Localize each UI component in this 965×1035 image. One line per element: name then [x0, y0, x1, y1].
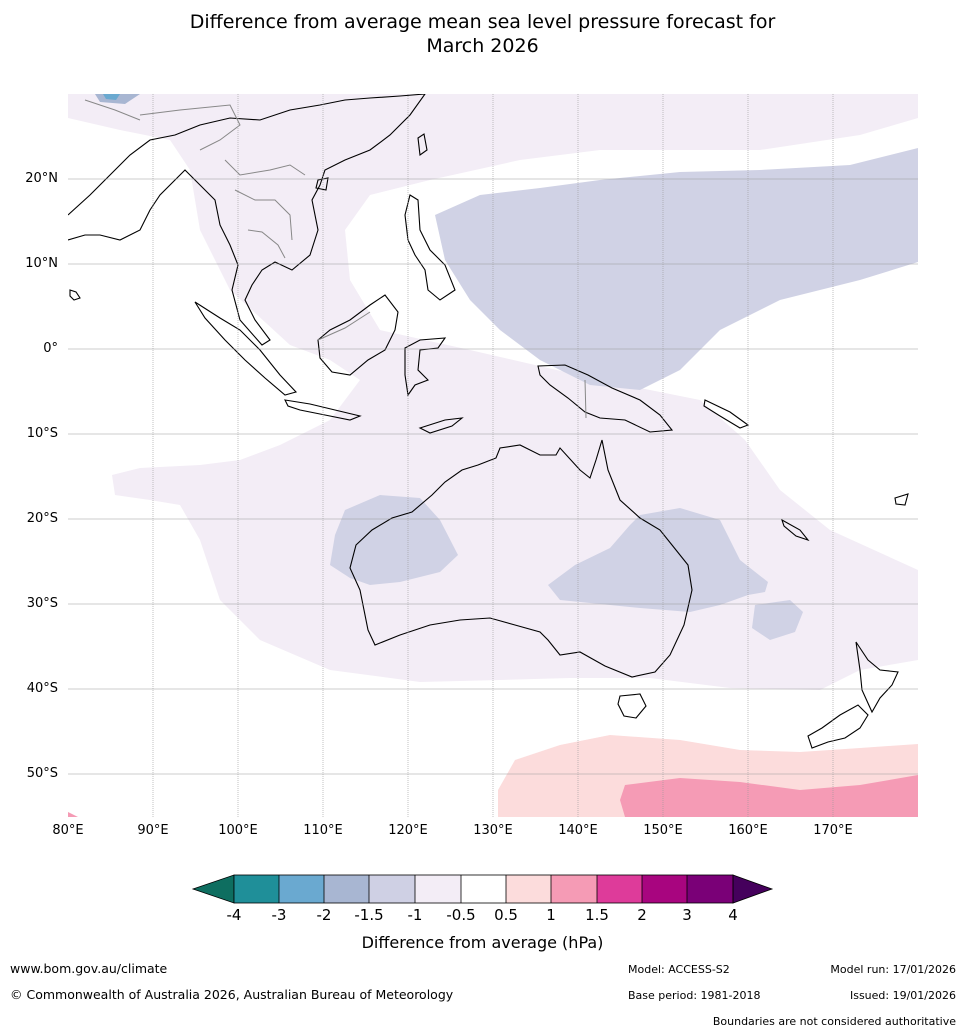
colorbar-bin [506, 875, 551, 903]
lon-label: 110°E [303, 823, 343, 838]
anomaly-tropical-west-pacific [435, 148, 918, 390]
colorbar-tick: -4 [226, 906, 242, 924]
map-plot-area [68, 94, 918, 817]
copyright-text: © Commonwealth of Australia 2026, Austra… [10, 987, 454, 1002]
anomaly-southern-ocean-strong-high [620, 775, 918, 817]
issued-date: Issued: 19/01/2026 [849, 989, 956, 1002]
lon-label: 170°E [813, 823, 853, 838]
coast-fiji [894, 493, 909, 506]
coast-taiwan [417, 133, 428, 156]
lon-label: 80°E [52, 823, 84, 838]
coast-java [284, 399, 362, 421]
model-run: Model run: 17/01/2026 [830, 963, 956, 976]
coast-nz-south [807, 704, 869, 749]
anomaly-southwest-corner [68, 812, 78, 817]
colorbar-tick: 3 [682, 906, 692, 924]
coast-borneo [317, 294, 399, 376]
colorbar-extend-low [191, 874, 235, 904]
colorbar-tick: -2 [316, 906, 332, 924]
colorbar-bin [369, 875, 415, 903]
website-link[interactable]: www.bom.gov.au/climate [10, 961, 168, 976]
coast-sri-lanka [69, 289, 81, 301]
colorbar-bin [279, 875, 324, 903]
model-name: Model: ACCESS-S2 [628, 963, 730, 976]
colorbar-tick: 4 [728, 906, 738, 924]
colorbar-extend-high [732, 874, 774, 904]
coast-tasmania [617, 693, 647, 719]
coast-new-caledonia [781, 518, 810, 542]
colorbar-title: Difference from average (hPa) [361, 933, 604, 952]
lon-label: 160°E [728, 823, 768, 838]
coast-hainan [315, 177, 329, 191]
colorbar-tick: -0.5 [446, 906, 476, 924]
colorbar-bin [551, 875, 597, 903]
coast-sumatra [194, 301, 298, 396]
coast-nz-north [855, 641, 899, 714]
base-period: Base period: 1981-2018 [628, 989, 761, 1002]
anomaly-northwest-core [103, 94, 120, 100]
lon-label: 120°E [388, 823, 428, 838]
coast-new-guinea [537, 364, 674, 433]
coast-solomons [703, 399, 750, 429]
title-line-2: March 2026 [426, 35, 539, 57]
lat-label: 0° [43, 341, 58, 356]
lon-label: 130°E [473, 823, 513, 838]
graticule [68, 94, 918, 817]
colorbar-bin [324, 875, 369, 903]
colorbar-bin [597, 875, 642, 903]
coastlines [68, 94, 909, 749]
colorbar-tick: 2 [637, 906, 647, 924]
coast-timor [418, 417, 464, 434]
anomaly-tasman-low [752, 600, 803, 640]
anomaly-eastern-australia [548, 508, 768, 612]
colorbar-bin [687, 875, 733, 903]
colorbar-bin [234, 875, 279, 903]
lon-label: 140°E [558, 823, 598, 838]
lat-label: 10°S [26, 426, 58, 441]
colorbar [191, 874, 774, 904]
lat-label: 40°S [26, 681, 58, 696]
lat-label: 30°S [26, 596, 58, 611]
lat-label: 10°N [25, 256, 58, 271]
title-line-1: Difference from average mean sea level p… [189, 11, 776, 33]
country-boundaries [84, 99, 587, 419]
colorbar-tick: -3 [271, 906, 287, 924]
colorbar-bin [642, 875, 687, 903]
coast-australia [349, 439, 693, 678]
chart-title: Difference from average mean sea level p… [0, 10, 965, 58]
lon-label: 90°E [137, 823, 169, 838]
colorbar-bin [415, 875, 461, 903]
colorbar-tick: 0.5 [494, 906, 518, 924]
coast-sulawesi [404, 337, 447, 397]
colorbar-frame [233, 874, 734, 904]
colorbar-tick: -1.5 [354, 906, 384, 924]
colorbar-tick: 1 [546, 906, 556, 924]
lat-label: 20°S [26, 511, 58, 526]
colorbar-tick: 1.5 [585, 906, 609, 924]
lon-label: 100°E [218, 823, 258, 838]
lat-label: 50°S [26, 766, 58, 781]
colorbar-tick: -1 [407, 906, 423, 924]
lat-label: 20°N [25, 171, 58, 186]
anomaly-western-australia [330, 495, 458, 585]
boundary-disclaimer: Boundaries are not considered authoritat… [712, 1015, 956, 1028]
coast-se-asia [68, 94, 426, 346]
colorbar-bin [461, 875, 506, 903]
lon-label: 150°E [643, 823, 683, 838]
